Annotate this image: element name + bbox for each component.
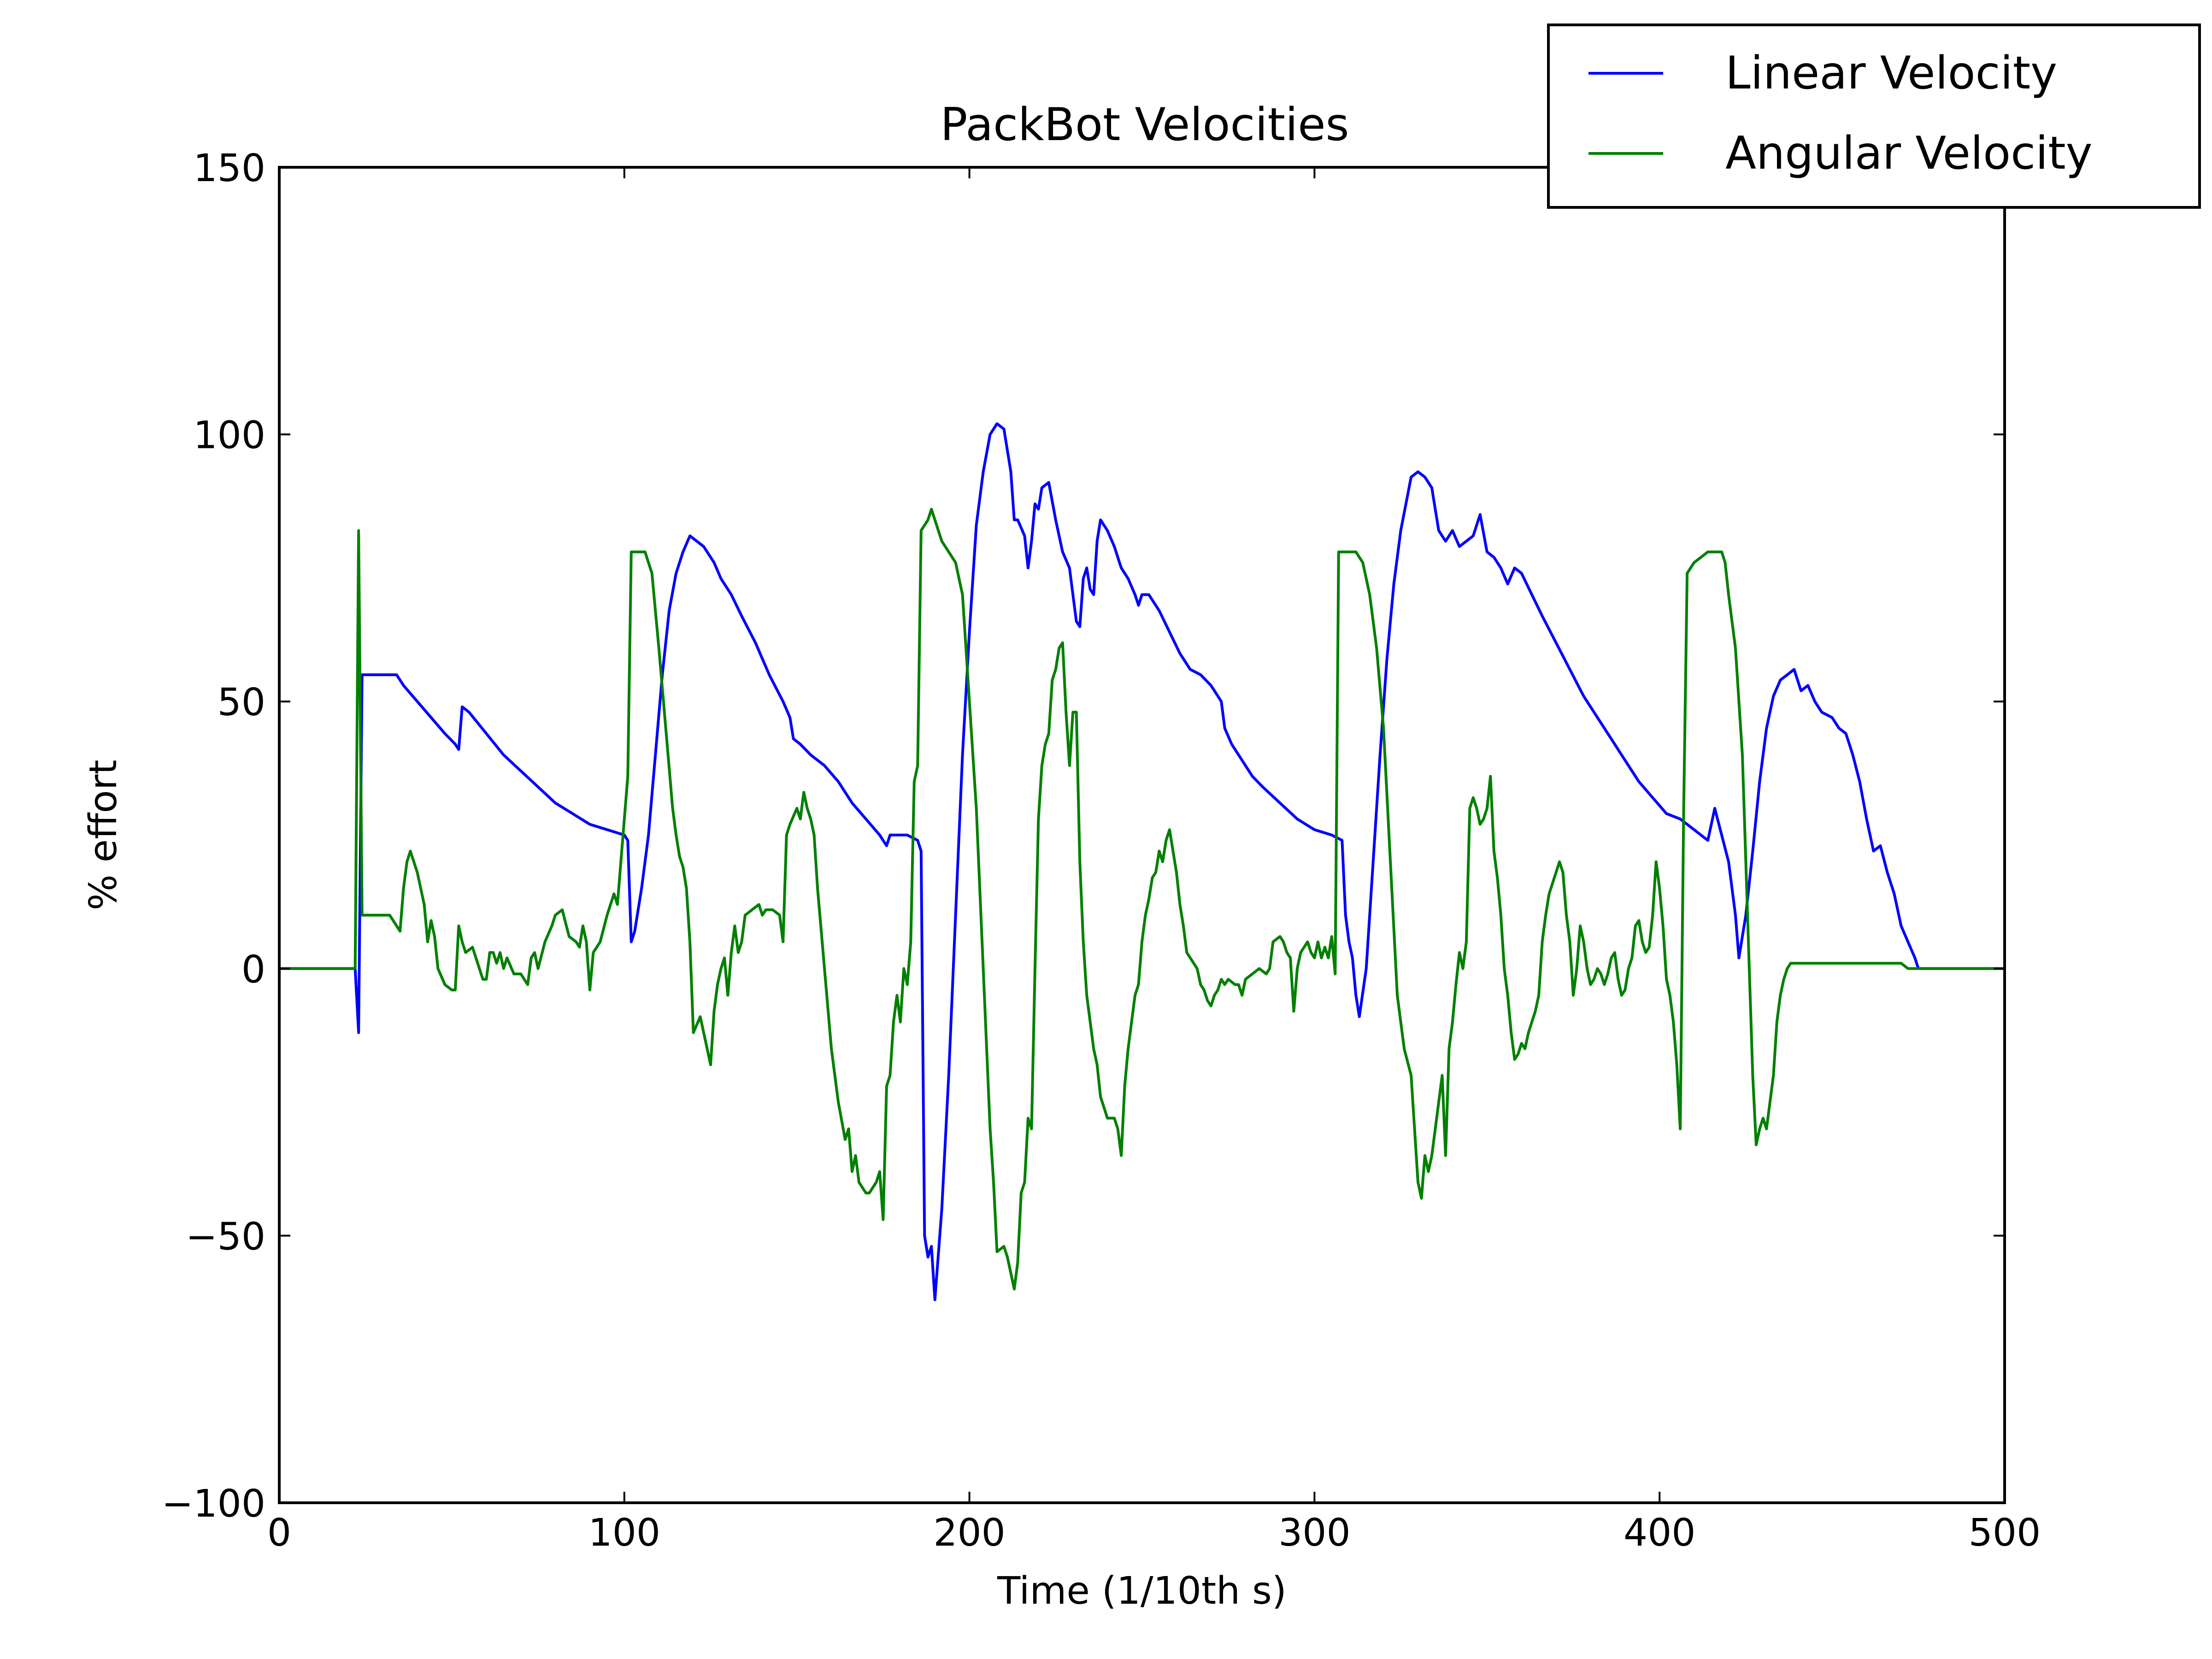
plot-frame	[278, 166, 2006, 1504]
x-tick-label: 300	[1278, 1511, 1351, 1555]
legend-box	[1547, 24, 2201, 209]
x-tick-label: 400	[1624, 1511, 1696, 1555]
plot-area	[279, 422, 2005, 1301]
y-tick-label: −50	[186, 1215, 265, 1259]
x-tick-label: 0	[267, 1511, 291, 1555]
legend: Linear Velocity Angular Velocity	[1547, 24, 2201, 209]
y-tick-label: −100	[162, 1482, 265, 1526]
y-tick-label: 100	[193, 414, 265, 458]
y-axis-label: % effort	[82, 760, 125, 911]
x-tick-labels: 0 100 200 300 400 500	[267, 1511, 2041, 1555]
series-line-angular-velocity	[279, 507, 2005, 1291]
x-tick-label: 200	[933, 1511, 1006, 1555]
x-tick-label: 100	[588, 1511, 661, 1555]
chart-title: PackBot Velocities	[940, 99, 1349, 151]
x-tick-label: 500	[1969, 1511, 2041, 1555]
legend-label-linear-velocity: Linear Velocity	[1725, 47, 2057, 100]
x-axis-label: Time (1/10th s)	[997, 1569, 1287, 1613]
series-line-linear-velocity	[279, 422, 2005, 1301]
y-tick-label: 50	[218, 681, 265, 724]
y-tick-labels: −100 −50 0 50 100 150	[162, 147, 265, 1526]
y-tick-label: 0	[241, 948, 265, 992]
y-tick-label: 150	[193, 147, 265, 190]
legend-label-angular-velocity: Angular Velocity	[1725, 127, 2093, 180]
